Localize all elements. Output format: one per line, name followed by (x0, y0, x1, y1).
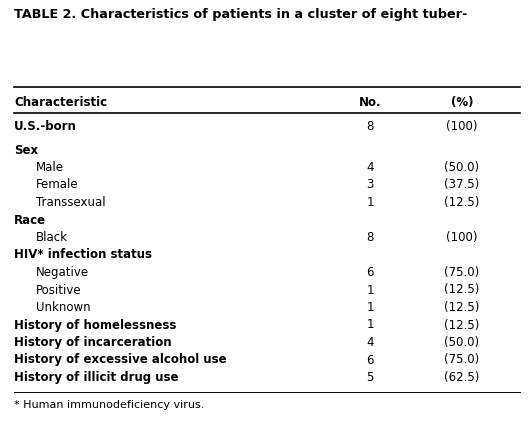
Text: (100): (100) (446, 230, 478, 243)
Text: Characteristic: Characteristic (14, 96, 107, 109)
Text: (%): (%) (451, 96, 473, 109)
Text: 8: 8 (367, 120, 373, 133)
Text: (62.5): (62.5) (444, 370, 480, 383)
Text: (75.0): (75.0) (444, 265, 480, 278)
Text: History of homelessness: History of homelessness (14, 318, 177, 331)
Text: 8: 8 (367, 230, 373, 243)
Text: (100): (100) (446, 120, 478, 133)
Text: Female: Female (36, 178, 79, 191)
Text: No.: No. (359, 96, 381, 109)
Text: Black: Black (36, 230, 68, 243)
Text: 4: 4 (366, 335, 374, 348)
Text: (37.5): (37.5) (444, 178, 480, 191)
Text: Positive: Positive (36, 283, 81, 296)
Text: 6: 6 (366, 353, 374, 366)
Text: Negative: Negative (36, 265, 89, 278)
Text: (12.5): (12.5) (444, 318, 480, 331)
Text: History of excessive alcohol use: History of excessive alcohol use (14, 353, 227, 366)
Text: (50.0): (50.0) (444, 161, 479, 174)
Text: History of incarceration: History of incarceration (14, 335, 172, 348)
Text: 1: 1 (366, 300, 374, 313)
Text: Sex: Sex (14, 143, 38, 156)
Text: Transsexual: Transsexual (36, 196, 106, 209)
Text: 4: 4 (366, 161, 374, 174)
Text: Race: Race (14, 213, 46, 226)
Text: History of illicit drug use: History of illicit drug use (14, 370, 179, 383)
Text: 5: 5 (367, 370, 373, 383)
Text: (75.0): (75.0) (444, 353, 480, 366)
Text: 1: 1 (366, 318, 374, 331)
Text: (12.5): (12.5) (444, 196, 480, 209)
Text: (50.0): (50.0) (444, 335, 479, 348)
Text: * Human immunodeficiency virus.: * Human immunodeficiency virus. (14, 399, 204, 409)
Text: U.S.-born: U.S.-born (14, 120, 77, 133)
Text: 1: 1 (366, 196, 374, 209)
Text: 1: 1 (366, 283, 374, 296)
Text: (12.5): (12.5) (444, 300, 480, 313)
Text: 3: 3 (367, 178, 373, 191)
Text: Unknown: Unknown (36, 300, 90, 313)
Text: (12.5): (12.5) (444, 283, 480, 296)
Text: TABLE 2. Characteristics of patients in a cluster of eight tuber-: TABLE 2. Characteristics of patients in … (14, 8, 468, 21)
Text: HIV* infection status: HIV* infection status (14, 248, 152, 261)
Text: 6: 6 (366, 265, 374, 278)
Text: Male: Male (36, 161, 64, 174)
